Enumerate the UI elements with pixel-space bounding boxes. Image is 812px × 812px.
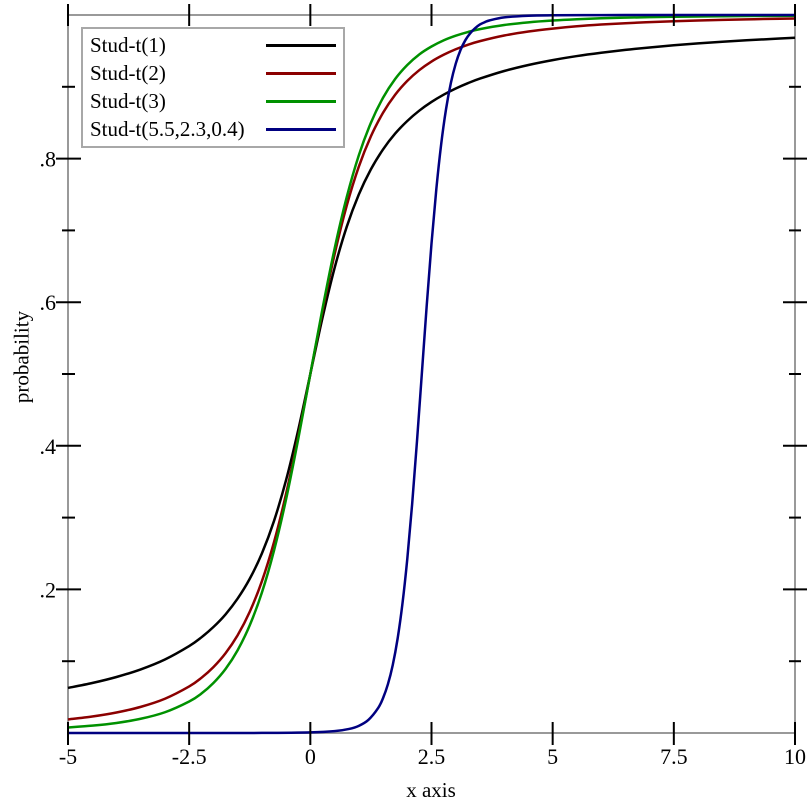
legend-label: Stud-t(5.5,2.3,0.4) (90, 116, 245, 141)
legend: Stud-t(1) Stud-t(2) Stud-t(3) Stud-t(5.5,2.… (81, 27, 345, 148)
x-tick-label: 0 (305, 744, 316, 769)
legend-line-sample (266, 72, 336, 76)
x-tick-label: -5 (59, 744, 77, 769)
curve-stud-t-2 (67, 17, 796, 721)
y-tick-label: .6 (40, 290, 57, 315)
legend-line-sample (266, 127, 336, 131)
legend-item: Stud-t(2) (90, 60, 336, 87)
x-tick-label: 2.5 (418, 744, 446, 769)
legend-item: Stud-t(3) (90, 88, 336, 115)
legend-label: Stud-t(3) (90, 88, 166, 113)
y-tick-label: .8 (40, 147, 57, 172)
legend-label: Stud-t(1) (90, 33, 166, 58)
x-axis-label: x axis (406, 778, 456, 802)
legend-line-sample (266, 99, 336, 103)
legend-item: Stud-t(1) (90, 32, 336, 59)
x-tick-label: 10 (784, 744, 806, 769)
curve-stud-t-1 (67, 36, 796, 690)
x-tick-label: -2.5 (172, 744, 207, 769)
y-axis-label: probability (9, 310, 34, 404)
y-tick-label: .2 (40, 577, 57, 602)
curve-stud-t-5-5-2-3-0-4 (67, 13, 795, 735)
legend-item: Stud-t(5.5,2.3,0.4) (90, 116, 336, 143)
legend-line-sample (266, 44, 336, 48)
x-tick-label: 5 (547, 744, 558, 769)
curve-stud-t-3 (67, 14, 796, 729)
x-tick-label: 7.5 (660, 744, 688, 769)
y-tick-label: .4 (40, 434, 57, 459)
legend-label: Stud-t(2) (90, 61, 166, 86)
